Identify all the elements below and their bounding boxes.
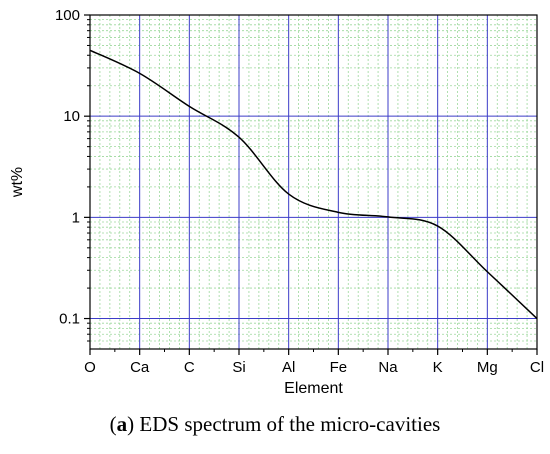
x-tick-label: Fe	[330, 359, 348, 376]
x-tick-label: K	[433, 359, 443, 376]
x-tick-label: Ca	[130, 359, 150, 376]
eds-chart: 0.1 1 10 100 O Ca C Si Al Fe Na K Mg Cl Element wt%	[9, 7, 544, 397]
caption-label: a	[116, 412, 128, 436]
caption-open-paren: (	[109, 412, 117, 436]
x-axis-label: Element	[284, 380, 343, 397]
x-tick-label: Na	[378, 359, 398, 376]
x-tick-label: C	[184, 359, 195, 376]
minor-grid	[90, 15, 537, 349]
x-tick-labels: O Ca C Si Al Fe Na K Mg Cl	[84, 359, 544, 376]
y-tick-label: 0.1	[59, 311, 80, 328]
x-tick-label: O	[84, 359, 96, 376]
figure-caption: (a) EDS spectrum of the micro-cavities	[0, 412, 550, 437]
y-tick-label: 10	[63, 108, 80, 125]
caption-text: EDS spectrum of the micro-cavities	[134, 412, 441, 436]
y-tick-labels: 0.1 1 10 100	[55, 7, 80, 328]
x-tick-label: Mg	[477, 359, 498, 376]
tick-marks	[84, 14, 538, 355]
y-axis-label: wt%	[9, 167, 26, 198]
x-tick-label: Cl	[530, 359, 544, 376]
x-tick-label: Si	[232, 359, 245, 376]
major-grid	[90, 15, 537, 349]
series-line	[89, 49, 538, 320]
y-tick-label: 100	[55, 7, 80, 24]
series-layer	[89, 49, 538, 320]
caption-close-paren: )	[127, 412, 135, 436]
y-tick-label: 1	[72, 209, 80, 226]
x-tick-label: Al	[282, 359, 295, 376]
plot-frame	[89, 14, 538, 350]
